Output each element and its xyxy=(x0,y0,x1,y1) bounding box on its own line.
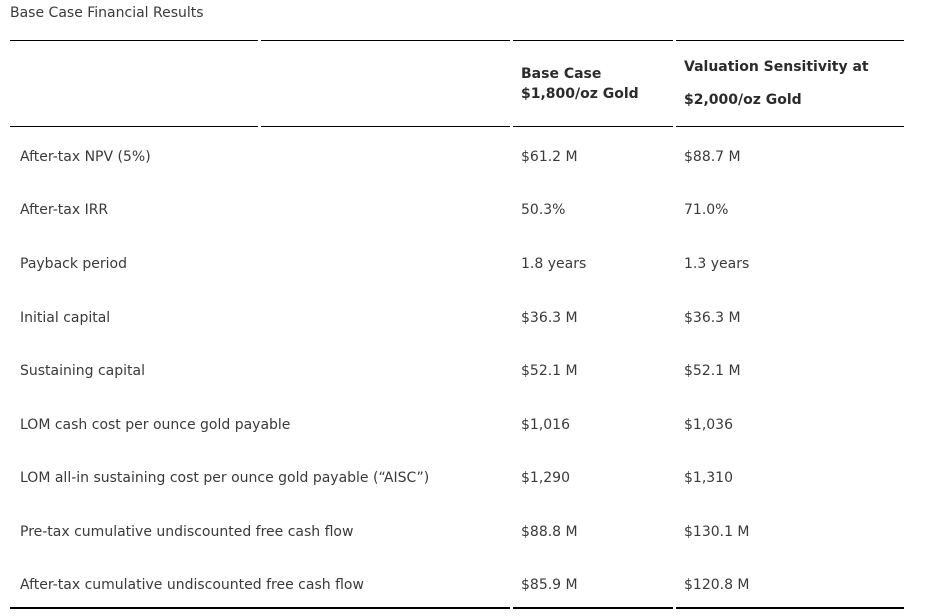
header-cell-empty-2 xyxy=(261,40,510,127)
row-label: Payback period xyxy=(20,255,127,272)
base-case-value: 50.3% xyxy=(521,202,566,219)
header-sensitivity-line1: Valuation Sensitivity at xyxy=(684,59,869,75)
header-cell-empty-1 xyxy=(10,40,258,127)
base-case-value: $52.1 M xyxy=(521,363,578,380)
sensitivity-value: $52.1 M xyxy=(684,363,741,380)
sensitivity-value: $1,036 xyxy=(684,416,733,433)
row-label: Initial capital xyxy=(20,309,111,326)
header-cell-valuation-sensitivity: Valuation Sensitivity at $2,000/oz Gold xyxy=(676,40,904,127)
sensitivity-value: 71.0% xyxy=(684,202,729,219)
header-sensitivity-line2: $2,000/oz Gold xyxy=(684,92,802,108)
sensitivity-value: 1.3 years xyxy=(684,255,750,272)
row-label: After-tax cumulative undiscounted free c… xyxy=(10,556,510,610)
row-label: Sustaining capital xyxy=(20,363,145,380)
sensitivity-value: $1,310 xyxy=(684,470,733,487)
sensitivity-value: $130.1 M xyxy=(684,523,750,540)
row-label: LOM all-in sustaining cost per ounce gol… xyxy=(20,470,430,487)
table-title: Base Case Financial Results xyxy=(10,5,204,21)
base-case-value: $36.3 M xyxy=(521,309,578,326)
sensitivity-value: $36.3 M xyxy=(684,309,741,326)
base-case-value: 1.8 years xyxy=(521,255,587,272)
base-case-value: $61.2 M xyxy=(521,148,578,165)
base-case-value: $85.9 M xyxy=(513,556,673,610)
base-case-value: $1,016 xyxy=(521,416,570,433)
sensitivity-value: $88.7 M xyxy=(684,148,741,165)
row-label: After-tax NPV (5%) xyxy=(20,148,151,165)
header-base-case-line1: Base Case xyxy=(521,65,602,82)
financial-table: Base Case $1,800/oz Gold Valuation Sensi… xyxy=(10,40,904,610)
sensitivity-value: $120.8 M xyxy=(676,556,904,610)
row-label: Pre-tax cumulative undiscounted free cas… xyxy=(20,523,354,540)
row-label: After-tax IRR xyxy=(20,202,109,219)
header-cell-base-case: Base Case $1,800/oz Gold xyxy=(513,40,673,127)
header-base-case-line2: $1,800/oz Gold xyxy=(521,85,639,102)
base-case-value: $88.8 M xyxy=(521,523,578,540)
base-case-value: $1,290 xyxy=(521,470,570,487)
row-label: LOM cash cost per ounce gold payable xyxy=(20,416,291,433)
